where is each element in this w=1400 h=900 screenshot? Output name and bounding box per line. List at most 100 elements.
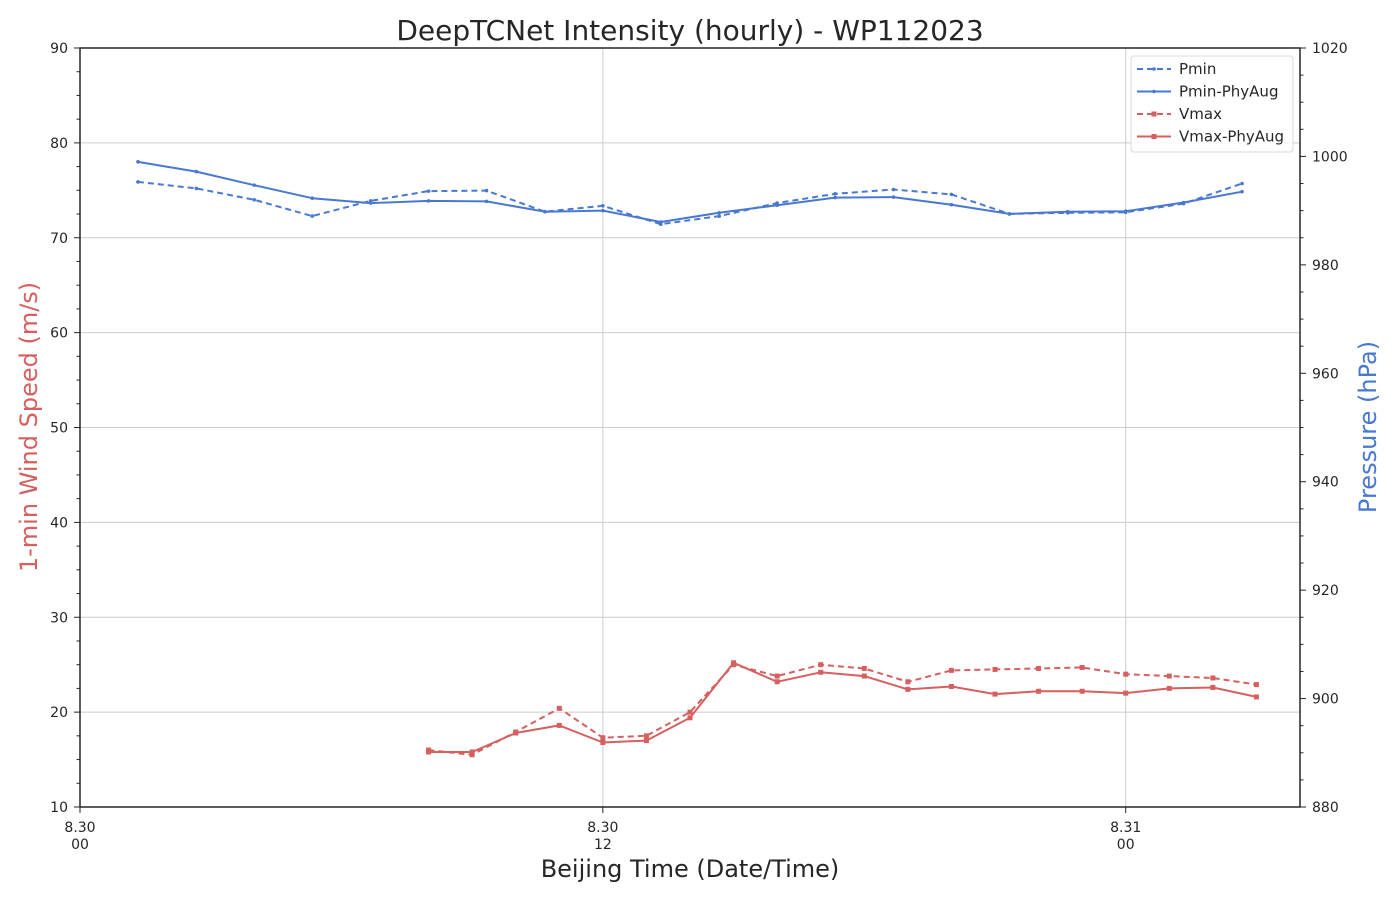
point-pmin-phyaug xyxy=(543,209,547,214)
point-pmin xyxy=(252,198,257,202)
point-pmin xyxy=(136,180,140,184)
point-pmin-phyaug xyxy=(484,199,489,204)
left-tick-label-80: 80 xyxy=(50,136,68,152)
point-vmax xyxy=(600,735,606,741)
right-axis-title: Pressure (hPa) xyxy=(1354,341,1382,513)
right-tick-label-960: 960 xyxy=(1312,366,1339,382)
left-tick-label-90: 90 xyxy=(50,41,68,57)
legend-marker-vmax xyxy=(1151,111,1157,117)
point-pmin-phyaug xyxy=(1123,209,1128,213)
point-vmax-phyaug xyxy=(861,673,867,679)
series-line-pmin-phyaug xyxy=(137,160,1243,223)
x-tick-date-0: 8.30 xyxy=(64,820,95,836)
point-vmax xyxy=(992,666,998,672)
left-tick-label-20: 20 xyxy=(50,705,68,721)
point-pmin-phyaug xyxy=(775,203,779,208)
point-vmax-phyaug xyxy=(948,684,954,690)
point-pmin xyxy=(833,192,837,196)
point-pmin xyxy=(717,214,721,218)
point-pmin xyxy=(484,188,489,193)
axes xyxy=(74,47,1306,813)
point-vmax-phyaug xyxy=(818,669,824,675)
point-pmin-phyaug xyxy=(252,183,257,187)
point-vmax-phyaug xyxy=(469,749,475,755)
point-vmax-phyaug xyxy=(426,749,432,755)
left-tick-label-50: 50 xyxy=(50,421,68,437)
point-vmax-phyaug xyxy=(1166,685,1172,691)
legend-marker-pmin-phyaug xyxy=(1152,89,1156,94)
point-vmax-phyaug xyxy=(643,738,649,744)
left-tick-label-30: 30 xyxy=(50,610,68,626)
point-pmin xyxy=(194,186,199,191)
legend-label-pmin-phyaug: Pmin-PhyAug xyxy=(1179,83,1278,101)
point-vmax-phyaug xyxy=(1253,694,1259,700)
point-pmin-phyaug xyxy=(601,208,605,213)
x-tick-time-12: 12 xyxy=(594,837,612,853)
point-pmin xyxy=(891,187,896,192)
point-vmax xyxy=(556,705,562,711)
left-axis-title: 1-min Wind Speed (m/s) xyxy=(15,282,43,572)
legend-label-vmax: Vmax xyxy=(1179,105,1222,123)
point-vmax xyxy=(1166,673,1172,679)
point-vmax-phyaug xyxy=(731,660,737,666)
point-pmin-phyaug xyxy=(310,196,315,200)
chart-title: DeepTCNet Intensity (hourly) - WP112023 xyxy=(396,14,983,47)
point-pmin-phyaug xyxy=(1065,209,1070,214)
point-vmax-phyaug xyxy=(513,730,519,736)
point-pmin-phyaug xyxy=(717,211,721,215)
point-pmin xyxy=(949,192,954,197)
right-tick-label-1000: 1000 xyxy=(1312,149,1348,165)
series-line-pmin xyxy=(137,180,1243,226)
point-vmax xyxy=(1253,682,1259,688)
x-tick-date-24: 8.31 xyxy=(1110,820,1141,836)
point-vmax-phyaug xyxy=(992,691,998,697)
point-vmax xyxy=(774,673,780,679)
point-vmax xyxy=(948,667,954,673)
point-vmax-phyaug xyxy=(556,722,562,728)
left-tick-label-40: 40 xyxy=(50,515,68,531)
left-tick-label-70: 70 xyxy=(50,231,68,247)
x-tick-time-24: 00 xyxy=(1117,837,1135,853)
x-tick-date-12: 8.30 xyxy=(587,820,618,836)
point-pmin-phyaug xyxy=(136,160,140,164)
point-pmin xyxy=(601,203,605,208)
right-tick-label-980: 980 xyxy=(1312,258,1339,274)
legend-label-pmin: Pmin xyxy=(1179,60,1216,78)
right-tick-label-920: 920 xyxy=(1312,583,1339,599)
right-tick-label-1020: 1020 xyxy=(1312,41,1348,57)
point-vmax xyxy=(1210,675,1216,681)
point-pmin-phyaug xyxy=(1240,189,1244,194)
right-tick-label-940: 940 xyxy=(1312,475,1339,491)
left-tick-label-10: 10 xyxy=(50,800,68,816)
point-vmax-phyaug xyxy=(1123,690,1129,696)
point-vmax-phyaug xyxy=(687,715,693,721)
point-vmax xyxy=(861,665,867,671)
point-vmax-phyaug xyxy=(1210,684,1216,690)
point-vmax xyxy=(818,662,824,668)
point-vmax xyxy=(905,679,911,685)
point-vmax xyxy=(687,709,693,715)
point-pmin xyxy=(310,214,315,218)
x-tick-time-0: 00 xyxy=(71,837,89,853)
point-pmin-phyaug xyxy=(426,199,431,203)
right-tick-label-880: 880 xyxy=(1312,800,1339,816)
point-vmax-phyaug xyxy=(600,739,606,745)
point-vmax-phyaug xyxy=(1079,688,1085,694)
point-vmax-phyaug xyxy=(774,679,780,685)
point-pmin-phyaug xyxy=(949,202,954,207)
legend-marker-pmin xyxy=(1152,67,1156,71)
point-vmax xyxy=(1036,665,1042,671)
point-vmax-phyaug xyxy=(905,686,911,692)
point-vmax xyxy=(1079,665,1085,671)
point-pmin-phyaug xyxy=(659,220,663,224)
legend: Pmin Pmin-PhyAug Vmax Vmax-PhyAug xyxy=(1130,55,1294,153)
point-pmin xyxy=(426,189,431,193)
point-pmin xyxy=(1240,181,1244,186)
series-layer xyxy=(136,160,1259,758)
point-pmin-phyaug xyxy=(833,195,837,200)
point-pmin-phyaug xyxy=(891,195,896,199)
legend-label-vmax-phyaug: Vmax-PhyAug xyxy=(1179,128,1284,146)
point-vmax xyxy=(643,733,649,739)
point-vmax xyxy=(1123,671,1129,677)
